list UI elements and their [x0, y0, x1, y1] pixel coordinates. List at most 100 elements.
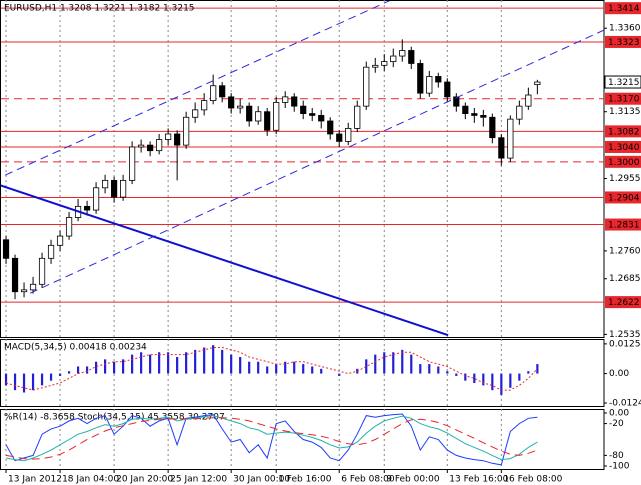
- y-tick-label: 1.2955: [609, 174, 641, 184]
- candle-body: [2, 239, 10, 259]
- level-box: [605, 191, 641, 204]
- candle-body: [92, 187, 100, 211]
- trend-line: [4, 1, 390, 176]
- candle-body: [219, 85, 226, 98]
- y-tick-label: 1.2535: [609, 330, 641, 340]
- candle-body: [426, 76, 433, 94]
- trend-line: [29, 29, 604, 294]
- candle-body: [408, 50, 415, 64]
- candle-body: [29, 283, 37, 291]
- candle-body: [138, 144, 145, 148]
- candle-body: [471, 113, 478, 116]
- candle-body: [525, 94, 532, 107]
- y-tick-label: 1.2685: [609, 274, 641, 284]
- candle-body: [507, 118, 514, 159]
- candle-body: [264, 111, 271, 131]
- y-tick-label: 0.00: [609, 408, 629, 418]
- y-tick-label: 1.3360: [609, 24, 641, 34]
- candle-body: [273, 102, 280, 131]
- x-tick-label: 9 Feb 00:00: [386, 475, 440, 485]
- candle-body: [489, 116, 496, 139]
- candle-body: [255, 111, 262, 122]
- candle-body: [399, 50, 406, 57]
- y-tick-label: -100: [609, 461, 630, 471]
- candle-body: [192, 109, 199, 118]
- y-tick-label: 1.3135: [609, 107, 641, 117]
- candle-body: [156, 139, 163, 152]
- candle-body: [345, 128, 352, 142]
- panel-frame: [0, 0, 605, 338]
- panel-title: %R(14) -8.3658 Stoch(34,5,15) 45.3558 30…: [4, 413, 225, 423]
- y-tick-label: -80: [609, 451, 624, 461]
- x-tick-label: 25 Jan 12:00: [170, 475, 227, 485]
- candle-body: [201, 100, 208, 111]
- last-price-label: 1.3215: [608, 78, 640, 88]
- y-tick-label: 0.00: [609, 369, 629, 379]
- level-label: 1.2831: [608, 221, 640, 231]
- candle-body: [237, 105, 244, 109]
- candle-body: [534, 81, 541, 86]
- candle-body: [354, 105, 361, 129]
- candle-body: [480, 115, 487, 118]
- candle-body: [300, 105, 307, 114]
- candle-body: [129, 146, 136, 181]
- candle-body: [47, 244, 55, 259]
- candle-body: [327, 120, 334, 135]
- level-label: 1.3323: [608, 38, 640, 48]
- candle-body: [462, 105, 469, 114]
- candle-body: [318, 115, 325, 122]
- indicator-line: [5, 413, 538, 466]
- candle-body: [372, 64, 379, 68]
- candle-body: [174, 133, 181, 146]
- candle-body: [309, 113, 316, 116]
- candle-body: [65, 217, 73, 237]
- candle-body: [228, 96, 235, 109]
- x-tick-label: 13 Jan 2012: [8, 475, 62, 485]
- y-tick-label: 0.01254: [609, 339, 641, 349]
- x-tick-label: 30 Jan 00:00: [233, 475, 290, 485]
- candle-body: [444, 81, 451, 98]
- panel-title: MACD(5,34,5) 0.00418 0.00234: [4, 343, 147, 353]
- level-label: 1.3040: [608, 143, 640, 153]
- candle-body: [11, 257, 19, 293]
- candle-body: [336, 133, 343, 142]
- candle-body: [110, 179, 118, 198]
- level-box: [605, 140, 641, 153]
- x-tick-label: 6 Feb 08:00: [341, 475, 395, 485]
- y-tick-label: -0.01244: [609, 399, 641, 409]
- level-box: [605, 92, 641, 105]
- indicator-line: [5, 347, 538, 391]
- candle-body: [120, 179, 127, 198]
- last-price-box: [604, 75, 641, 89]
- x-tick-label: 16 Feb 08:00: [503, 475, 562, 485]
- candle-body: [210, 85, 217, 101]
- candle-body: [38, 257, 46, 285]
- candle-body: [101, 179, 109, 189]
- candle-body: [390, 55, 397, 63]
- level-box: [605, 35, 641, 48]
- candle-body: [246, 105, 253, 122]
- candle-body: [20, 289, 28, 293]
- level-box: [605, 218, 641, 231]
- candle-body: [363, 66, 370, 107]
- candle-body: [417, 63, 424, 94]
- indicator-line: [5, 417, 538, 460]
- candle-body: [381, 61, 388, 66]
- level-label: 1.3082: [608, 127, 640, 137]
- level-label: 1.2904: [608, 193, 640, 203]
- trend-line: [1, 184, 449, 337]
- level-label: 1.3000: [608, 158, 640, 168]
- indicator-line: [5, 415, 538, 462]
- candle-body: [453, 96, 460, 107]
- candle-body: [498, 137, 505, 159]
- level-box: [605, 2, 641, 15]
- x-tick-label: 13 Feb 16:00: [449, 475, 508, 485]
- candle-body: [147, 144, 154, 152]
- y-tick-label: 1.2760: [609, 246, 641, 256]
- panel-title: EURUSD,H1 1.3208 1.3221 1.3182 1.3215: [4, 4, 195, 14]
- candle-body: [516, 105, 523, 120]
- panel-frame: [0, 339, 605, 407]
- level-box: [605, 125, 641, 138]
- x-tick-label: 20 Jan 20:00: [116, 475, 173, 485]
